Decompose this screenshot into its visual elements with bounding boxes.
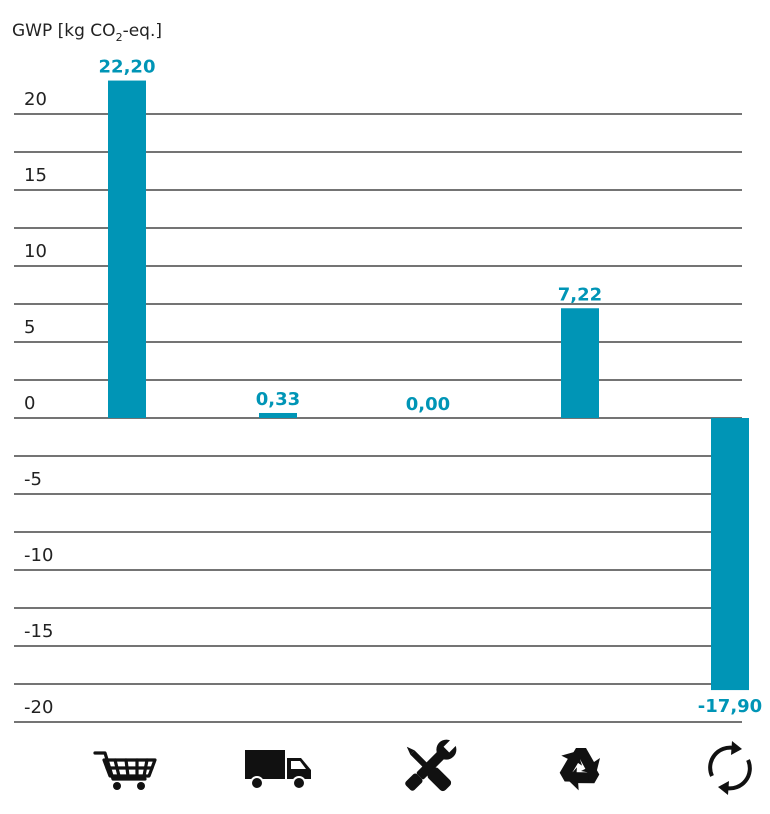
wrench-screwdriver-icon bbox=[405, 736, 460, 792]
bars bbox=[108, 80, 749, 691]
y-tick-label: 5 bbox=[24, 317, 35, 338]
bar bbox=[259, 412, 297, 418]
y-tick-label: 0 bbox=[24, 393, 35, 414]
value-label: 7,22 bbox=[558, 284, 602, 305]
bar bbox=[108, 80, 146, 418]
value-label: 22,20 bbox=[99, 57, 156, 78]
y-tick-label: -5 bbox=[24, 469, 42, 490]
bar bbox=[711, 418, 749, 691]
y-tick-label: -10 bbox=[24, 545, 53, 566]
y-axis-label: GWP [kg CO2-eq.] bbox=[12, 21, 162, 44]
recycling-icon bbox=[559, 748, 600, 791]
y-tick-label: 15 bbox=[24, 165, 47, 186]
value-label: 0,00 bbox=[406, 394, 450, 415]
y-tick-label: -20 bbox=[24, 697, 53, 718]
y-tick-label: 10 bbox=[24, 241, 47, 262]
value-label: 0,33 bbox=[256, 389, 300, 410]
y-tick-label: 20 bbox=[24, 89, 47, 110]
y-tick-label: -15 bbox=[24, 621, 53, 642]
shopping-cart-icon bbox=[93, 751, 157, 790]
bar bbox=[561, 308, 599, 418]
value-label: -17,90 bbox=[698, 696, 762, 717]
y-tick-labels: 20 15 10 5 0 -5 -10 -15 -20 bbox=[24, 89, 53, 718]
truck-icon bbox=[245, 750, 311, 790]
value-labels: 22,20 0,33 0,00 7,22 -17,90 bbox=[99, 57, 763, 718]
cycle-arrows-icon bbox=[708, 741, 752, 795]
